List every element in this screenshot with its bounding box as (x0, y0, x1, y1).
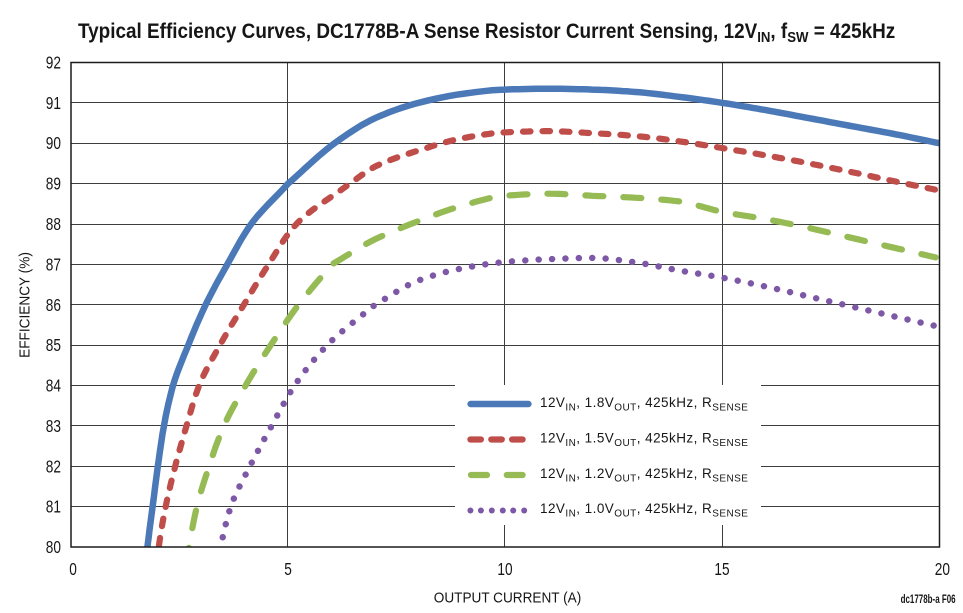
svg-text:12VIN, 1.5VOUT, 425kHz, RSENSE: 12VIN, 1.5VOUT, 425kHz, RSENSE (540, 430, 748, 449)
svg-text:EFFICIENCY (%): EFFICIENCY (%) (18, 252, 34, 358)
svg-text:20: 20 (935, 559, 950, 579)
svg-text:OUTPUT CURRENT (A): OUTPUT CURRENT (A) (434, 591, 582, 607)
svg-text:88: 88 (46, 214, 61, 234)
svg-text:0: 0 (69, 559, 77, 579)
svg-text:91: 91 (46, 93, 61, 113)
svg-text:5: 5 (284, 559, 292, 579)
svg-text:15: 15 (714, 559, 729, 579)
svg-text:12VIN, 1.0VOUT, 425kHz, RSENSE: 12VIN, 1.0VOUT, 425kHz, RSENSE (540, 501, 748, 520)
svg-text:89: 89 (46, 174, 61, 194)
svg-text:12VIN, 1.8VOUT, 425kHz, RSENSE: 12VIN, 1.8VOUT, 425kHz, RSENSE (540, 395, 748, 414)
svg-text:83: 83 (46, 416, 61, 436)
svg-text:Typical Efficiency Curves, DC1: Typical Efficiency Curves, DC1778B-A Sen… (78, 20, 895, 45)
svg-text:81: 81 (46, 497, 61, 517)
svg-text:87: 87 (46, 254, 61, 274)
svg-text:85: 85 (46, 335, 61, 355)
svg-text:90: 90 (46, 133, 61, 153)
svg-text:80: 80 (46, 537, 61, 557)
svg-text:84: 84 (46, 376, 61, 396)
svg-text:12VIN, 1.2VOUT, 425kHz, RSENSE: 12VIN, 1.2VOUT, 425kHz, RSENSE (540, 466, 748, 485)
svg-text:92: 92 (46, 53, 61, 73)
svg-text:10: 10 (497, 559, 512, 579)
svg-text:dc1778b-a F06: dc1778b-a F06 (901, 592, 956, 606)
svg-text:86: 86 (46, 295, 61, 315)
svg-text:82: 82 (46, 456, 61, 476)
